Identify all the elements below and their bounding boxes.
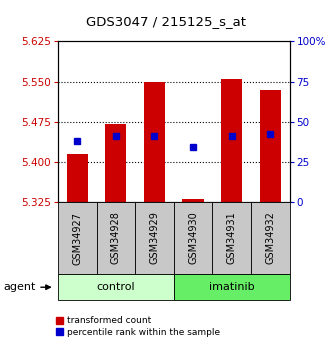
Text: GDS3047 / 215125_s_at: GDS3047 / 215125_s_at: [85, 16, 246, 29]
Bar: [67, 154, 88, 202]
Text: imatinib: imatinib: [209, 282, 255, 292]
Text: GSM34930: GSM34930: [188, 212, 198, 264]
Bar: [260, 89, 281, 202]
Text: GSM34928: GSM34928: [111, 211, 121, 265]
Bar: [105, 124, 126, 202]
Text: agent: agent: [3, 282, 36, 292]
Text: GSM34927: GSM34927: [72, 211, 82, 265]
Bar: [182, 199, 204, 202]
Text: GSM34929: GSM34929: [150, 211, 160, 265]
Bar: [144, 81, 165, 202]
Bar: [221, 79, 242, 202]
Text: GSM34932: GSM34932: [265, 211, 275, 265]
Text: GSM34931: GSM34931: [227, 212, 237, 264]
Text: control: control: [97, 282, 135, 292]
Legend: transformed count, percentile rank within the sample: transformed count, percentile rank withi…: [56, 316, 220, 337]
